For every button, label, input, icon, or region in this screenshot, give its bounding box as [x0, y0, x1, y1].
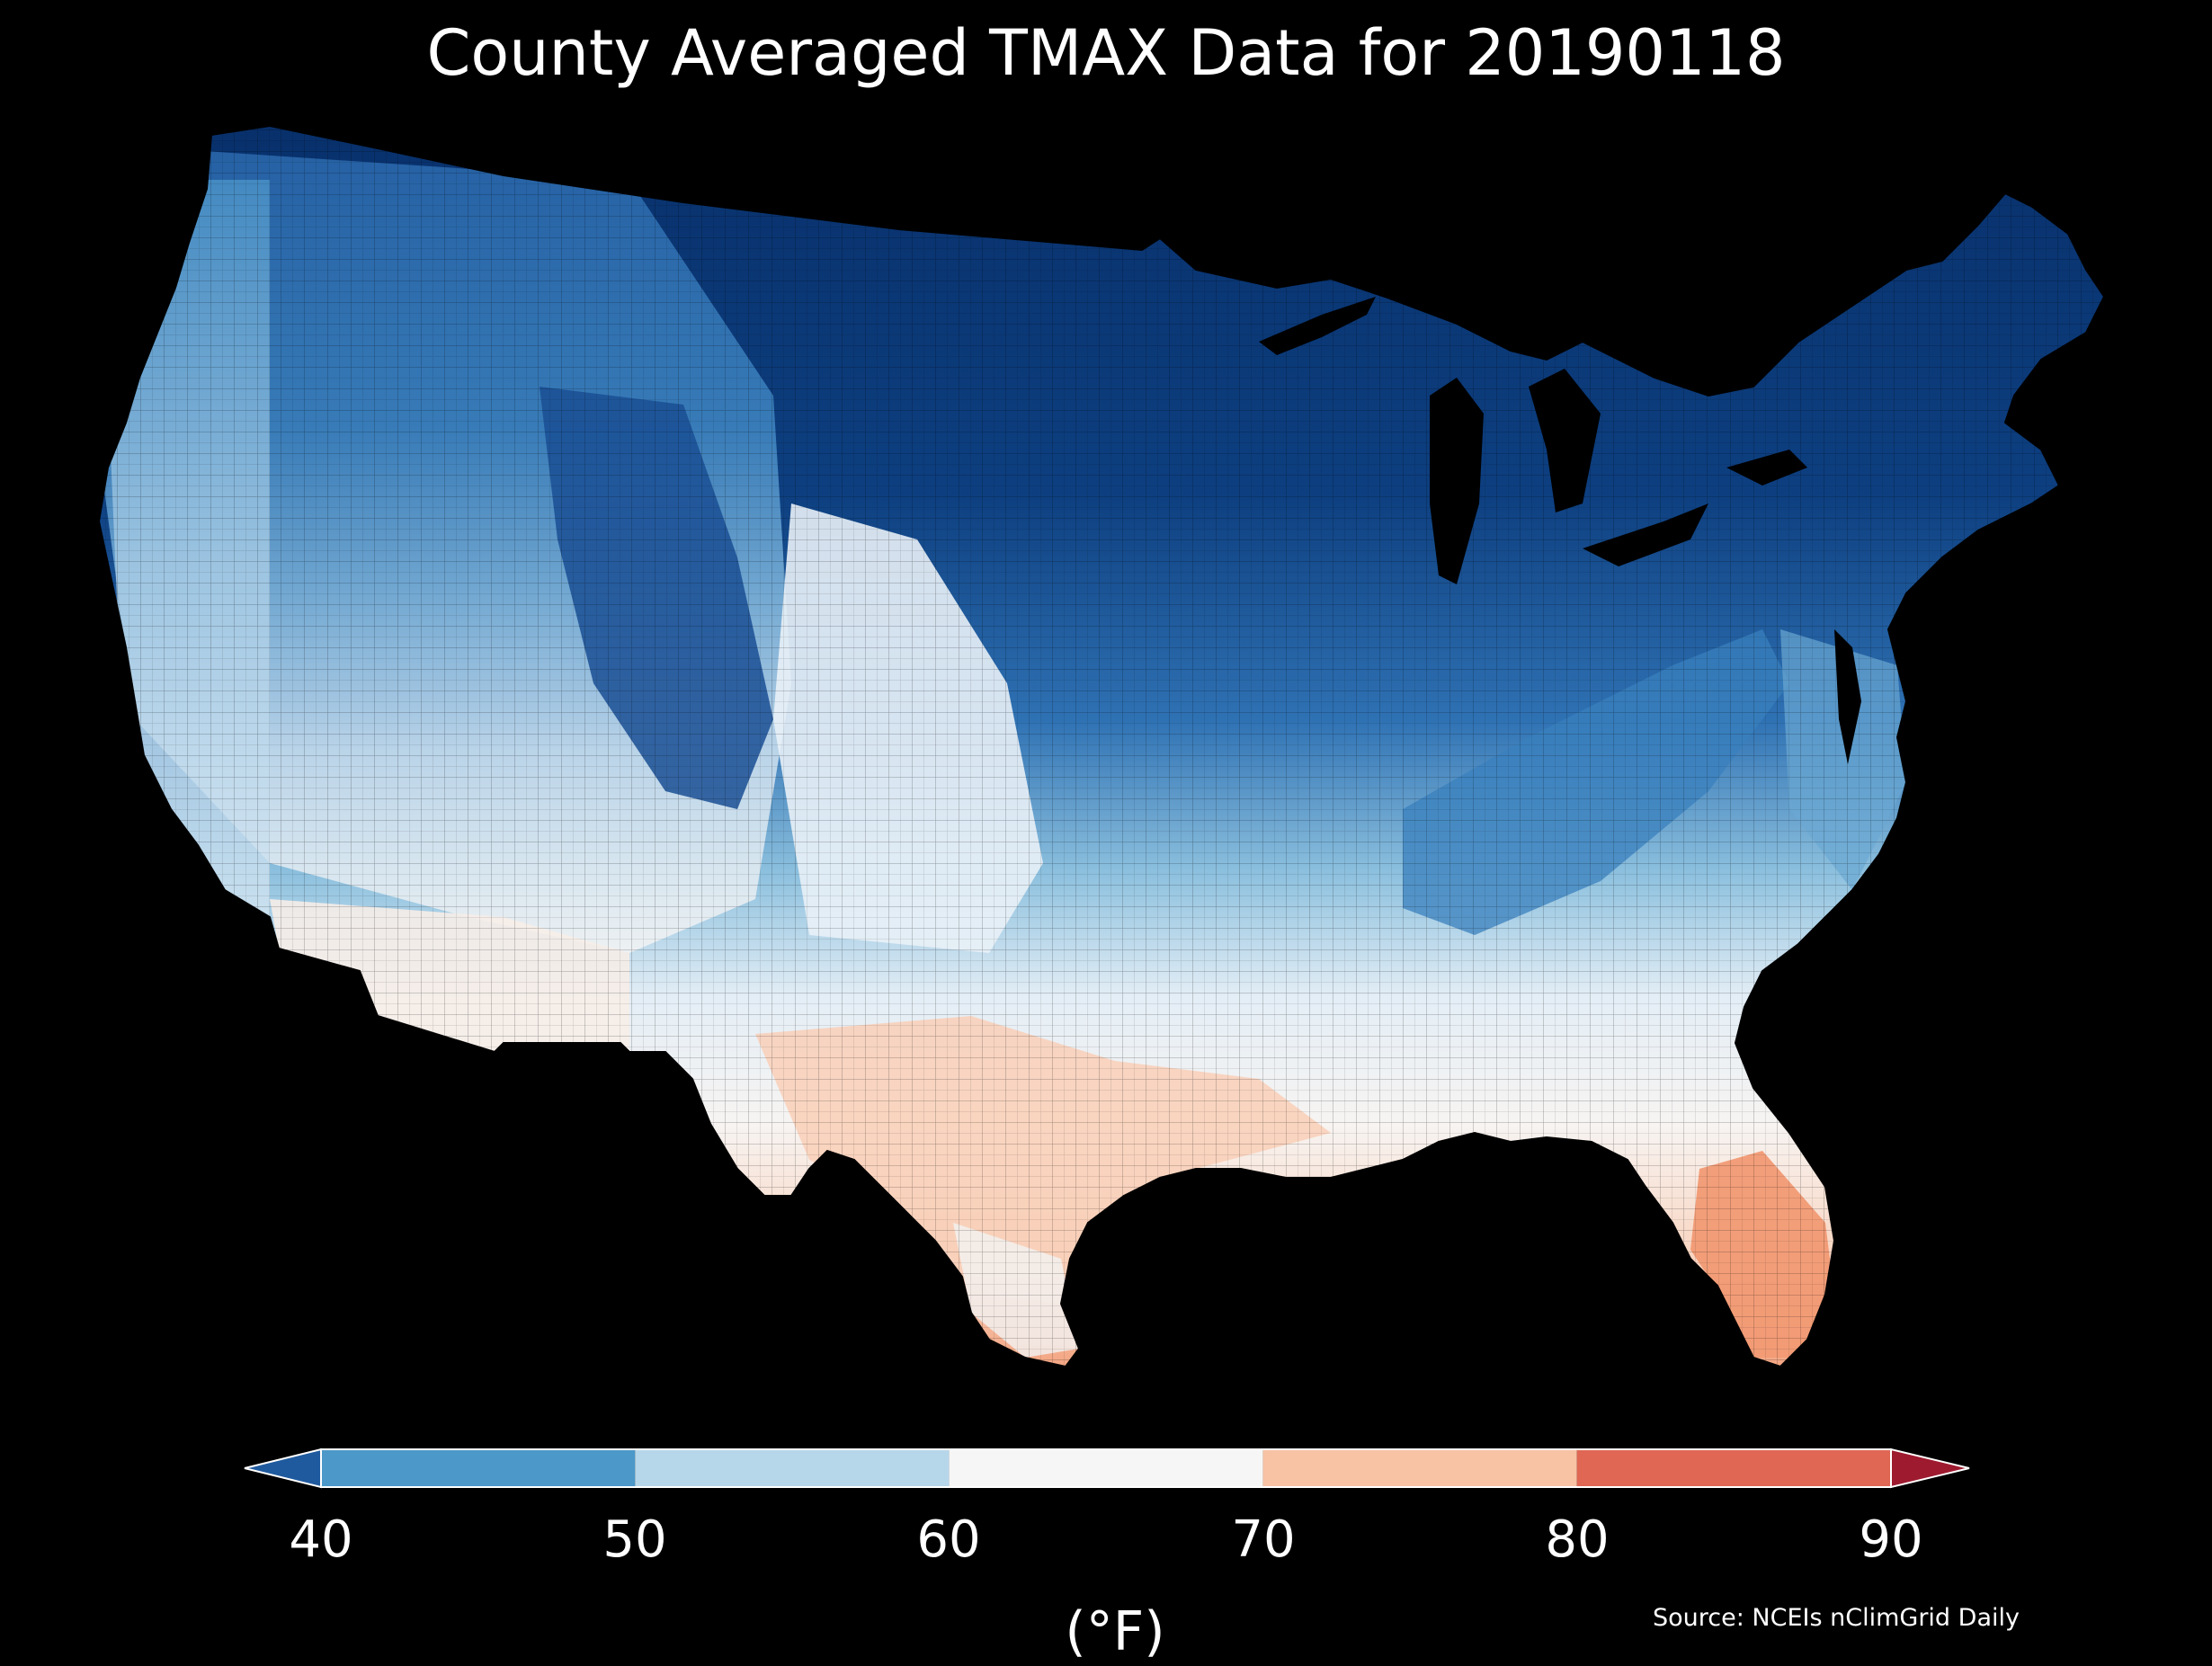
colorbar-high-extension — [1890, 1448, 1970, 1489]
map-title: County Averaged TMAX Data for 20190118 — [426, 16, 1786, 90]
colorbar-tick-80: 80 — [1545, 1510, 1610, 1569]
colorbar-unit-label: (°F) — [1065, 1600, 1165, 1663]
source-note: Source: NCEIs nClimGrid Daily — [1653, 1604, 2020, 1632]
colorbar-tick-40: 40 — [289, 1510, 353, 1569]
colorbar-segment — [949, 1449, 1263, 1487]
colorbar-low-extension — [244, 1448, 322, 1489]
colorbar-segment — [1576, 1449, 1891, 1487]
great-lakes — [1259, 297, 1807, 584]
colorbar-segment — [635, 1449, 950, 1487]
colorbar-tick-50: 50 — [602, 1510, 667, 1569]
colorbar-tick-70: 70 — [1231, 1510, 1296, 1569]
colorbar-tick-90: 90 — [1859, 1510, 1923, 1569]
colorbar-segment — [321, 1449, 636, 1487]
colorbar-segment — [1262, 1449, 1577, 1487]
colorbar-tick-60: 60 — [916, 1510, 981, 1569]
